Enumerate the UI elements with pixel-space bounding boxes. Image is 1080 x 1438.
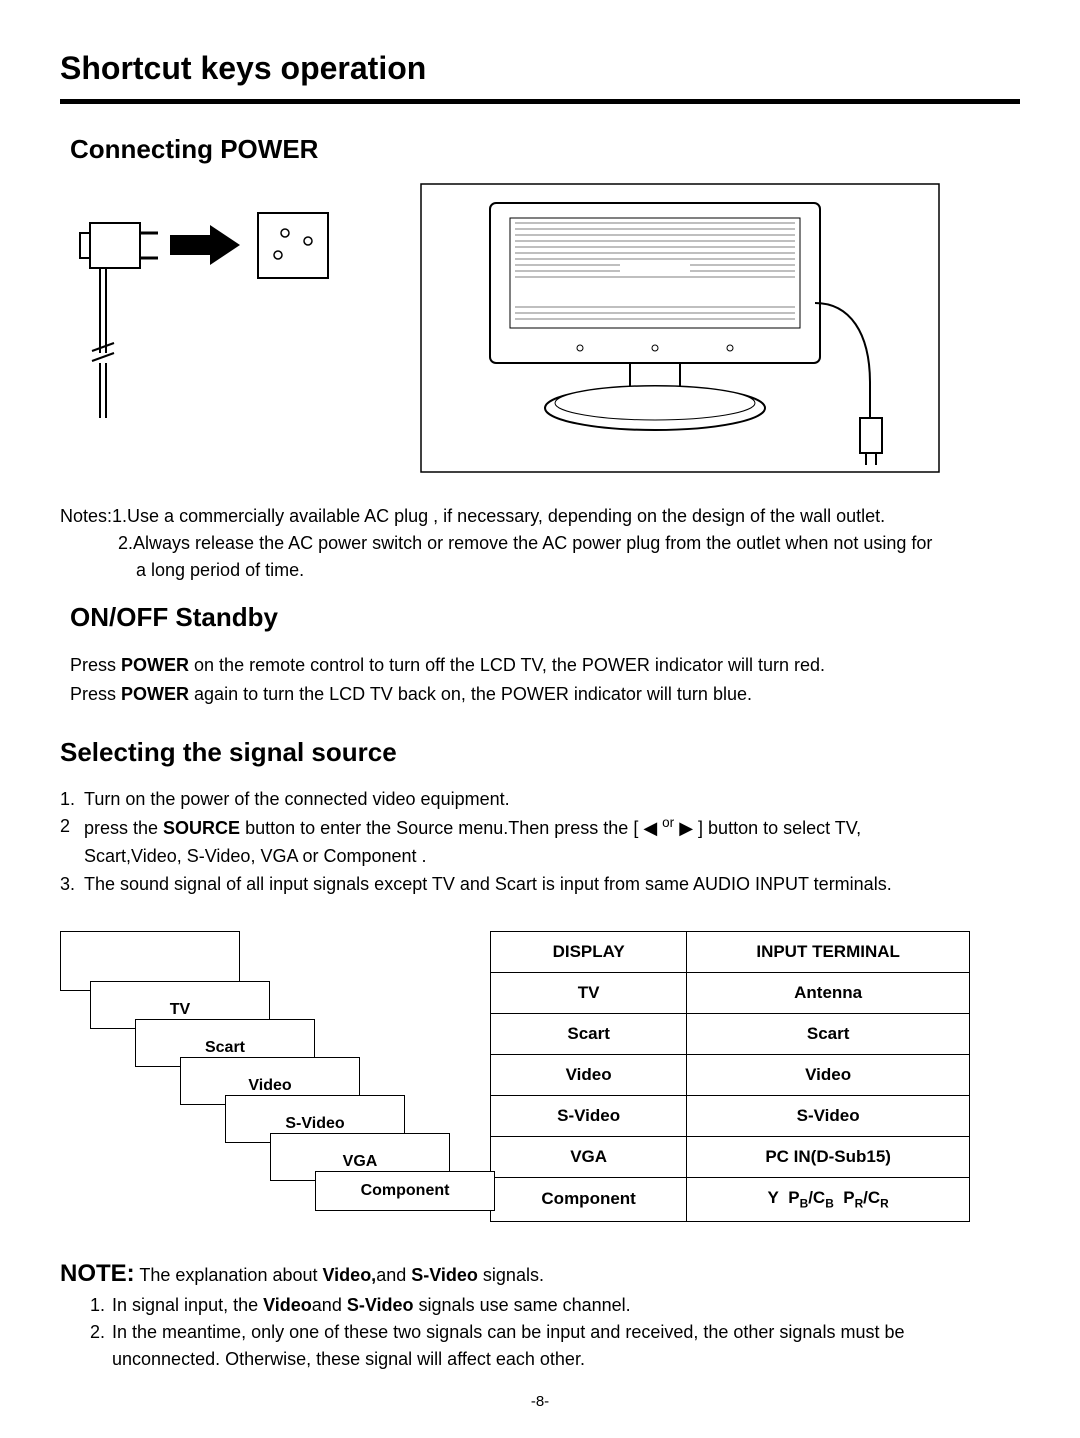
- td-r5c0: Component: [491, 1178, 687, 1221]
- td-r2c1: Video: [687, 1055, 970, 1096]
- plug-diagram: [60, 183, 380, 433]
- td-r3c0: S-Video: [491, 1096, 687, 1137]
- note2b-text: a long period of time.: [136, 560, 304, 580]
- td-r2c0: Video: [491, 1055, 687, 1096]
- monitor-diagram: [420, 183, 940, 473]
- connecting-power-title: Connecting POWER: [70, 134, 1020, 165]
- note-label: NOTE:: [60, 1260, 135, 1287]
- note-n2a: In the meantime, only one of these two s…: [112, 1319, 1020, 1346]
- note2a-text: Always release the AC power switch or re…: [133, 533, 932, 553]
- note-intro-e: signals.: [478, 1265, 544, 1285]
- title-rule: [60, 99, 1020, 104]
- sig-i2e: Scart,Video, S-Video, VGA or Component .: [84, 843, 1020, 871]
- sig-i3n: 3.: [60, 871, 84, 899]
- sig-i2c: button to enter the Source menu.Then pre…: [240, 818, 633, 838]
- arrow-icon: [ ◀ or ▶ ]: [633, 818, 703, 838]
- note-block: NOTE: The explanation about Video,and S-…: [60, 1256, 1020, 1373]
- note-n2n: 2.: [90, 1319, 112, 1346]
- td-r4c0: VGA: [491, 1137, 687, 1178]
- td-r3c1: S-Video: [687, 1096, 970, 1137]
- note1-num: 1.: [112, 506, 127, 526]
- note-n1d: S-Video: [347, 1295, 414, 1315]
- note-n1b: Video: [263, 1295, 312, 1315]
- td-r1c1: Scart: [687, 1014, 970, 1055]
- standby-l1b: POWER: [121, 655, 189, 675]
- sig-i3: The sound signal of all input signals ex…: [84, 871, 1020, 899]
- page-number: -8-: [60, 1393, 1020, 1410]
- lower-row: TV Scart Video S-Video VGA Component DIS…: [60, 931, 1020, 1221]
- note-n1e: signals use same channel.: [414, 1295, 631, 1315]
- notes-label: Notes:: [60, 506, 112, 526]
- td-r5c1: Y PB/CB PR/CR: [687, 1178, 970, 1221]
- th-display: DISPLAY: [491, 932, 687, 973]
- note1-text: Use a commercially available AC plug , i…: [127, 506, 885, 526]
- note-intro-a: The explanation about: [139, 1265, 322, 1285]
- note-intro-b: Video,: [323, 1265, 377, 1285]
- signal-title: Selecting the signal source: [60, 737, 1020, 768]
- note-intro-d: S-Video: [411, 1265, 478, 1285]
- note2-num: 2.: [118, 533, 133, 553]
- sig-i2n: 2: [60, 813, 84, 843]
- standby-l1a: Press: [70, 655, 121, 675]
- th-input: INPUT TERMINAL: [687, 932, 970, 973]
- power-diagrams: [60, 183, 1020, 473]
- io-table: DISPLAY INPUT TERMINAL TVAntenna ScartSc…: [490, 931, 970, 1221]
- sig-i2d: button to select TV,: [703, 818, 861, 838]
- note-n1a: In signal input, the: [112, 1295, 263, 1315]
- td-r1c0: Scart: [491, 1014, 687, 1055]
- note-n1n: 1.: [90, 1292, 112, 1319]
- standby-l2b: POWER: [121, 684, 189, 704]
- note-intro-c: and: [376, 1265, 411, 1285]
- stair-component: Component: [315, 1171, 495, 1211]
- note-n1c: and: [312, 1295, 347, 1315]
- page-title: Shortcut keys operation: [60, 50, 1020, 87]
- sig-i2b: SOURCE: [163, 818, 240, 838]
- sig-i1: Turn on the power of the connected video…: [84, 786, 1020, 814]
- sig-i2a: press the: [84, 818, 163, 838]
- signal-list: 1.Turn on the power of the connected vid…: [60, 786, 1020, 900]
- td-r0c1: Antenna: [687, 973, 970, 1014]
- standby-l1c: on the remote control to turn off the LC…: [189, 655, 825, 675]
- standby-l2c: again to turn the LCD TV back on, the PO…: [189, 684, 752, 704]
- power-notes: Notes:1.Use a commercially available AC …: [60, 503, 1020, 584]
- standby-l2a: Press: [70, 684, 121, 704]
- td-r0c0: TV: [491, 973, 687, 1014]
- stair-diagram: TV Scart Video S-Video VGA Component: [60, 931, 460, 1211]
- standby-title: ON/OFF Standby: [70, 602, 1020, 633]
- standby-text: Press POWER on the remote control to tur…: [70, 651, 1020, 709]
- note-n2b: unconnected. Otherwise, these signal wil…: [112, 1346, 1020, 1373]
- td-r4c1: PC IN(D-Sub15): [687, 1137, 970, 1178]
- sig-i1n: 1.: [60, 786, 84, 814]
